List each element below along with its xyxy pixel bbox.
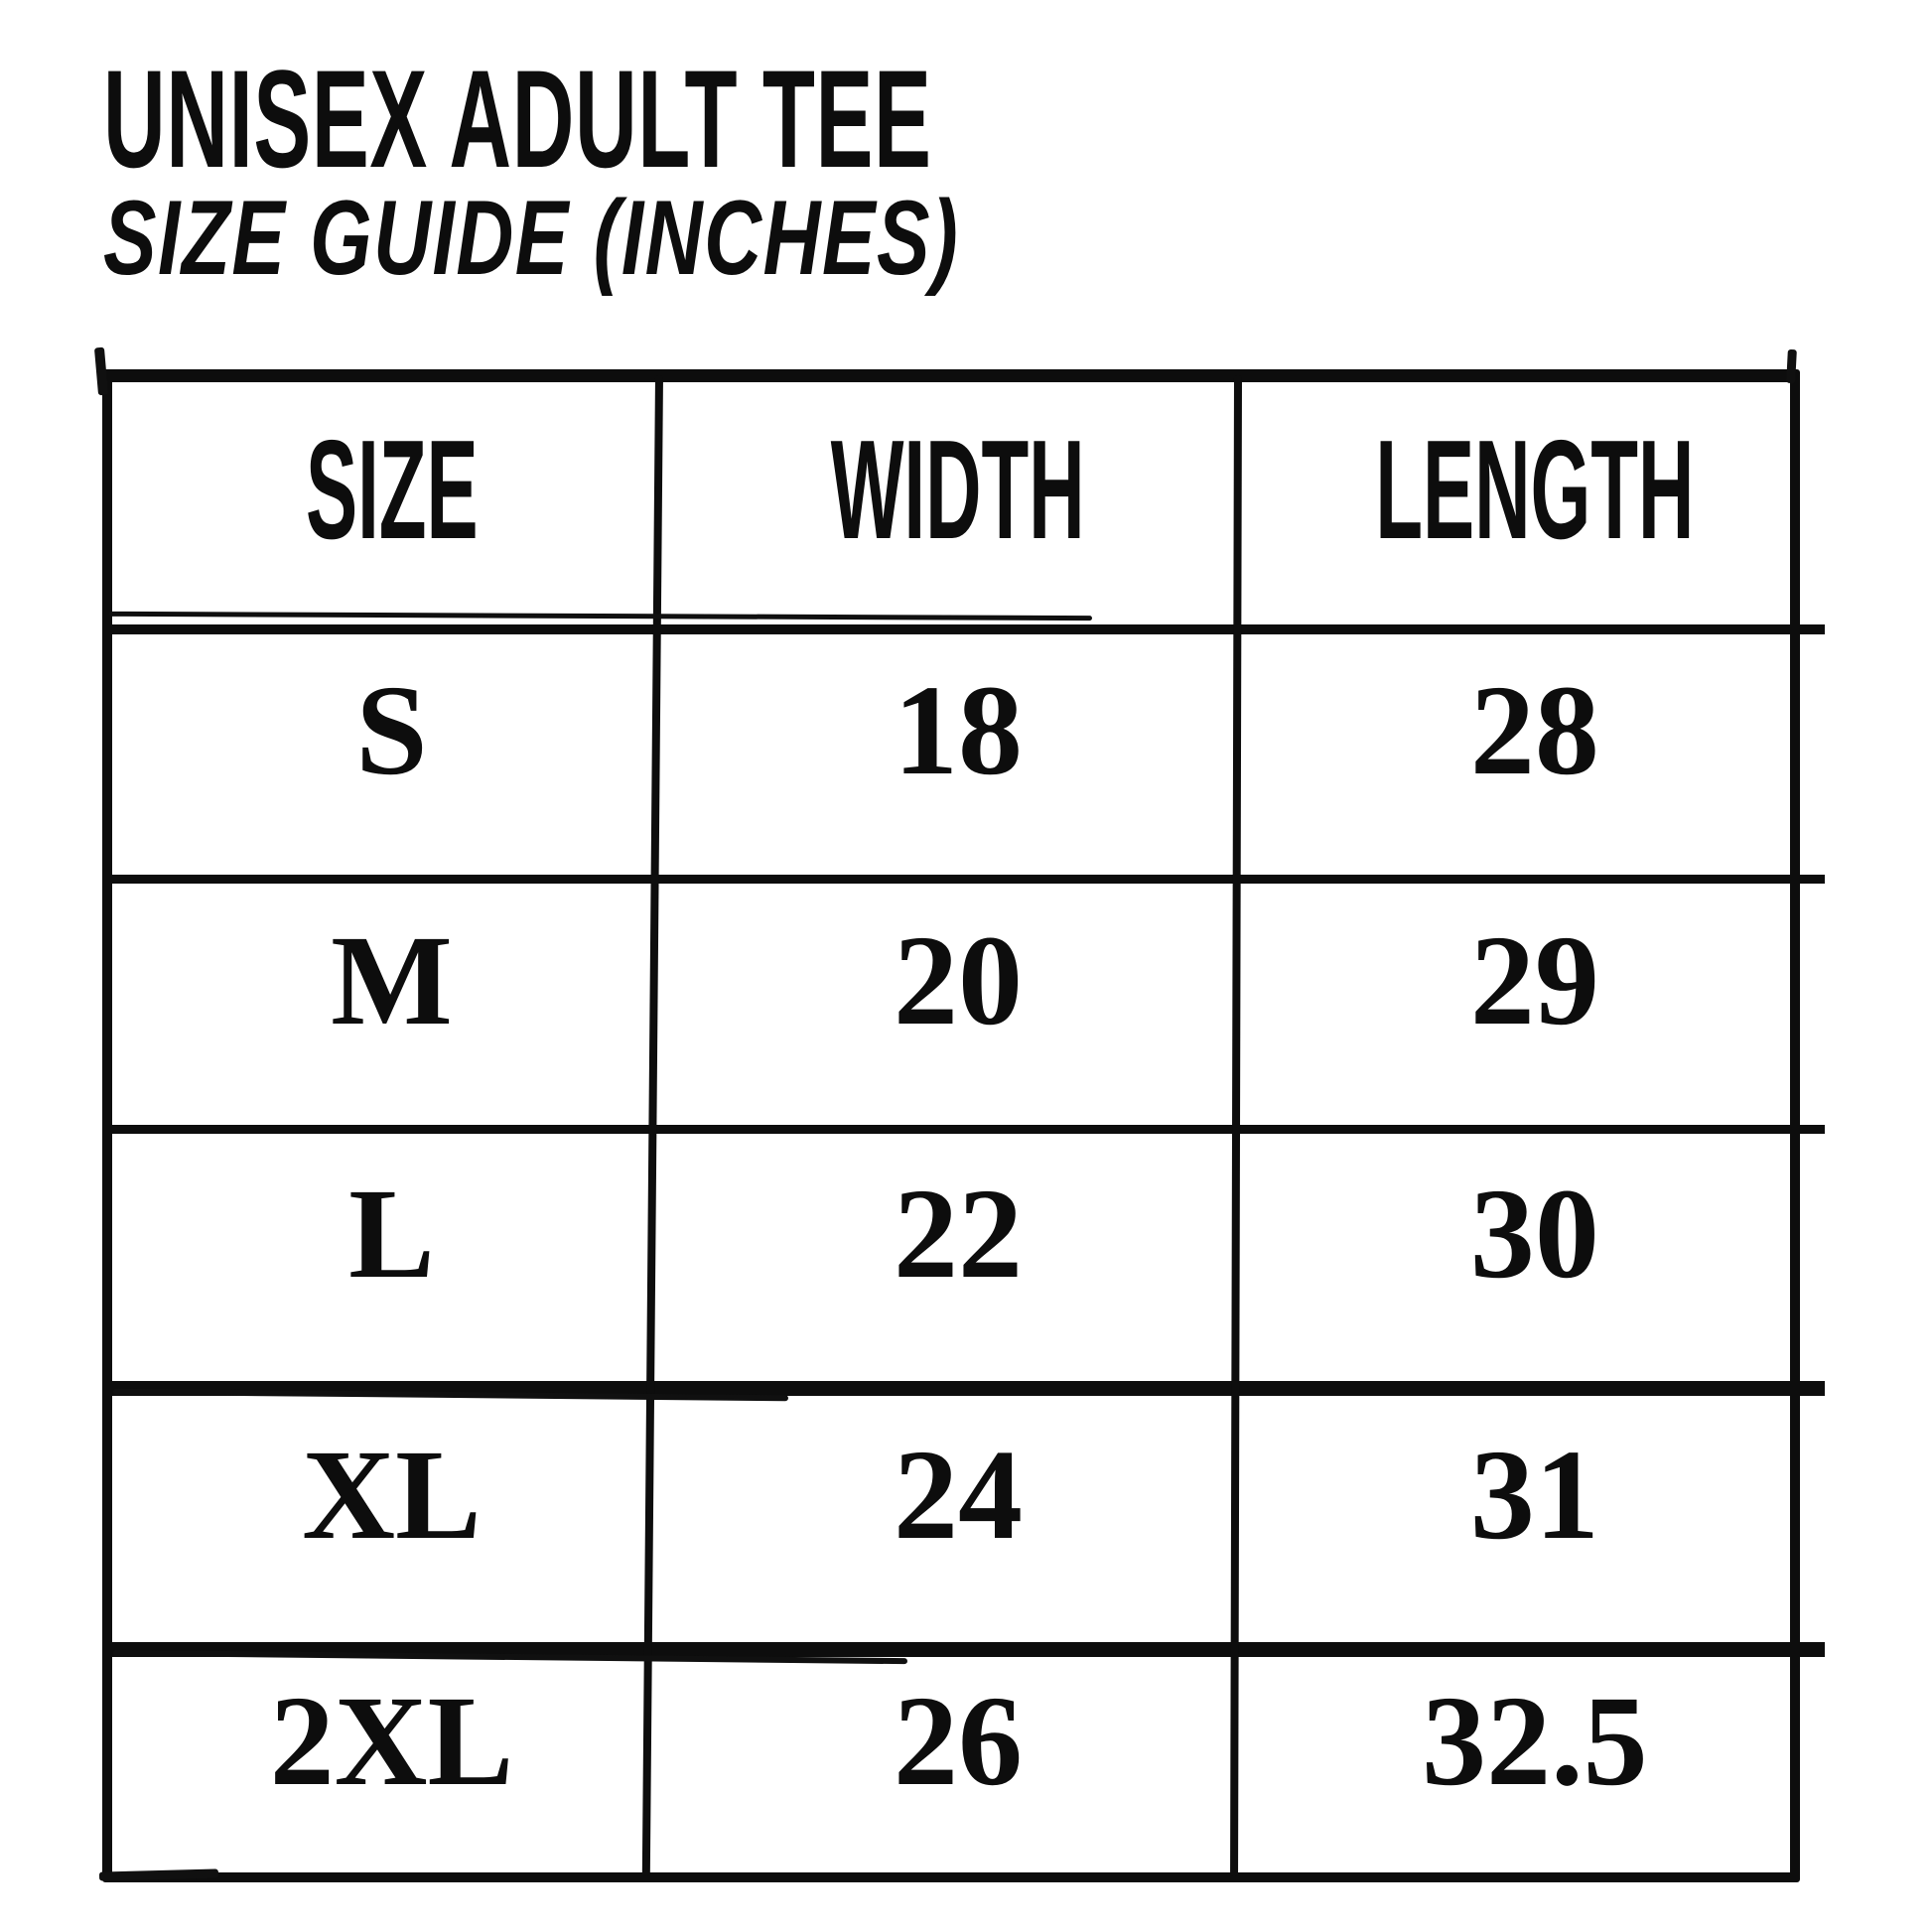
size-guide-table: SIZE WIDTH LENGTH S 18 28 M 20 29 L 22 3… (102, 369, 1825, 1882)
cell-size-l: L (112, 1125, 671, 1381)
page-subtitle-text: SIZE GUIDE (INCHES) (103, 178, 960, 297)
cell-size-2xl: 2XL (112, 1642, 671, 1872)
page-title: UNISEX ADULT TEE (103, 41, 1440, 198)
cell-width-xl: 24 (671, 1381, 1245, 1642)
cell-size-m: M (112, 875, 671, 1125)
cell-width-l: 22 (671, 1125, 1245, 1381)
cell-size-xl: XL (112, 1381, 671, 1642)
cell-width-2xl: 26 (671, 1642, 1245, 1872)
cell-length-s: 28 (1245, 624, 1825, 875)
cell-length-l: 30 (1245, 1125, 1825, 1381)
cell-width-s: 18 (671, 624, 1245, 875)
hand-drawn-stroke (93, 346, 109, 396)
hand-drawn-stroke (1786, 348, 1797, 384)
page-subtitle: SIZE GUIDE (INCHES) (103, 178, 1245, 298)
column-header-length: LENGTH (1375, 411, 1695, 569)
cell-size-s: S (112, 624, 671, 875)
cell-length-2xl: 32.5 (1245, 1642, 1825, 1872)
column-header-size: SIZE (305, 411, 479, 569)
cell-length-m: 29 (1245, 875, 1825, 1125)
cell-width-m: 20 (671, 875, 1245, 1125)
page-title-text: UNISEX ADULT TEE (103, 41, 932, 197)
cell-length-xl: 31 (1245, 1381, 1825, 1642)
column-header-width: WIDTH (831, 411, 1085, 569)
